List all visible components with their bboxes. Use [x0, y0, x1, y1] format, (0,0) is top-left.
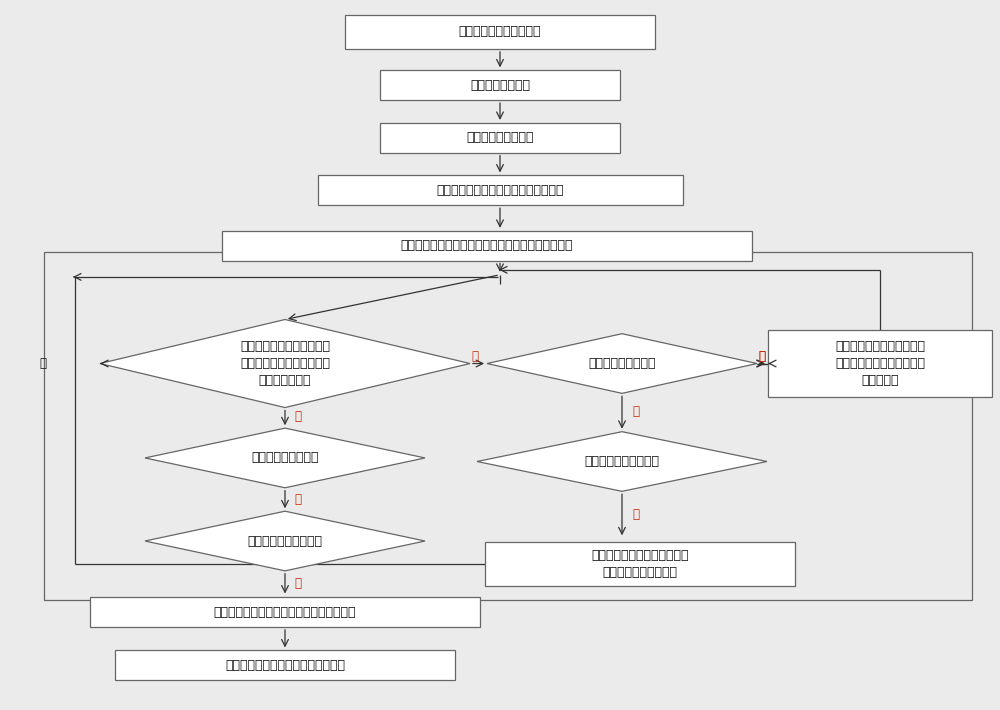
Text: 是: 是: [759, 350, 766, 363]
FancyBboxPatch shape: [115, 650, 455, 680]
Text: 到达整个区域的下边界: 到达整个区域的下边界: [248, 535, 322, 547]
Text: 按照设定的节点数对左右边界进行等分: 按照设定的节点数对左右边界进行等分: [436, 184, 564, 197]
FancyBboxPatch shape: [380, 123, 620, 153]
Polygon shape: [477, 432, 767, 491]
Text: 划定区域左右边界: 划定区域左右边界: [470, 79, 530, 92]
FancyBboxPatch shape: [222, 231, 752, 261]
Text: 是: 是: [633, 508, 640, 521]
FancyBboxPatch shape: [768, 329, 992, 398]
FancyBboxPatch shape: [345, 15, 655, 49]
Text: 计算左右边界的长度: 计算左右边界的长度: [466, 131, 534, 144]
Text: 是: 是: [759, 350, 766, 363]
Text: 判断连线与左、右边界线的
交角是否小于第一限制角而
大于第二限制角: 判断连线与左、右边界线的 交角是否小于第一限制角而 大于第二限制角: [240, 340, 330, 387]
Text: 确定尚未划分网格的区域: 确定尚未划分网格的区域: [459, 26, 541, 38]
FancyBboxPatch shape: [380, 70, 620, 100]
Text: 满足要求的界节点不动，不
满足要求界节点顺序下移至
下一个节点: 满足要求的界节点不动，不 满足要求界节点顺序下移至 下一个节点: [835, 340, 925, 387]
Text: 两个交角都不满足要求: 两个交角都不满足要求: [584, 455, 660, 468]
Text: 依次连接相邻连线上的节点形成网格: 依次连接相邻连线上的节点形成网格: [225, 659, 345, 672]
Text: 是: 是: [294, 493, 302, 506]
FancyBboxPatch shape: [90, 597, 480, 627]
Text: 按照节点数对左、右边界节点连线进行等分: 按照节点数对左、右边界节点连线进行等分: [214, 606, 356, 618]
Text: 否: 否: [472, 350, 479, 363]
Text: 按次序连接左、右边界上对应的节点，形成基础网格: 按次序连接左、右边界上对应的节点，形成基础网格: [401, 239, 573, 252]
Text: 是: 是: [294, 410, 302, 423]
FancyBboxPatch shape: [318, 175, 682, 205]
Text: 无效节点，左右边界各下移一
个节点后形成新的连线: 无效节点，左右边界各下移一 个节点后形成新的连线: [591, 550, 689, 579]
Polygon shape: [145, 428, 425, 488]
Text: 某一交角不满足要求: 某一交角不满足要求: [588, 357, 656, 370]
Text: 是: 是: [294, 577, 302, 590]
Polygon shape: [145, 511, 425, 571]
FancyBboxPatch shape: [485, 542, 795, 586]
Text: 到达子区域的下边界: 到达子区域的下边界: [251, 452, 319, 464]
Text: 否: 否: [633, 405, 640, 418]
Polygon shape: [487, 334, 757, 393]
Polygon shape: [100, 320, 470, 408]
Text: 否: 否: [40, 357, 46, 370]
